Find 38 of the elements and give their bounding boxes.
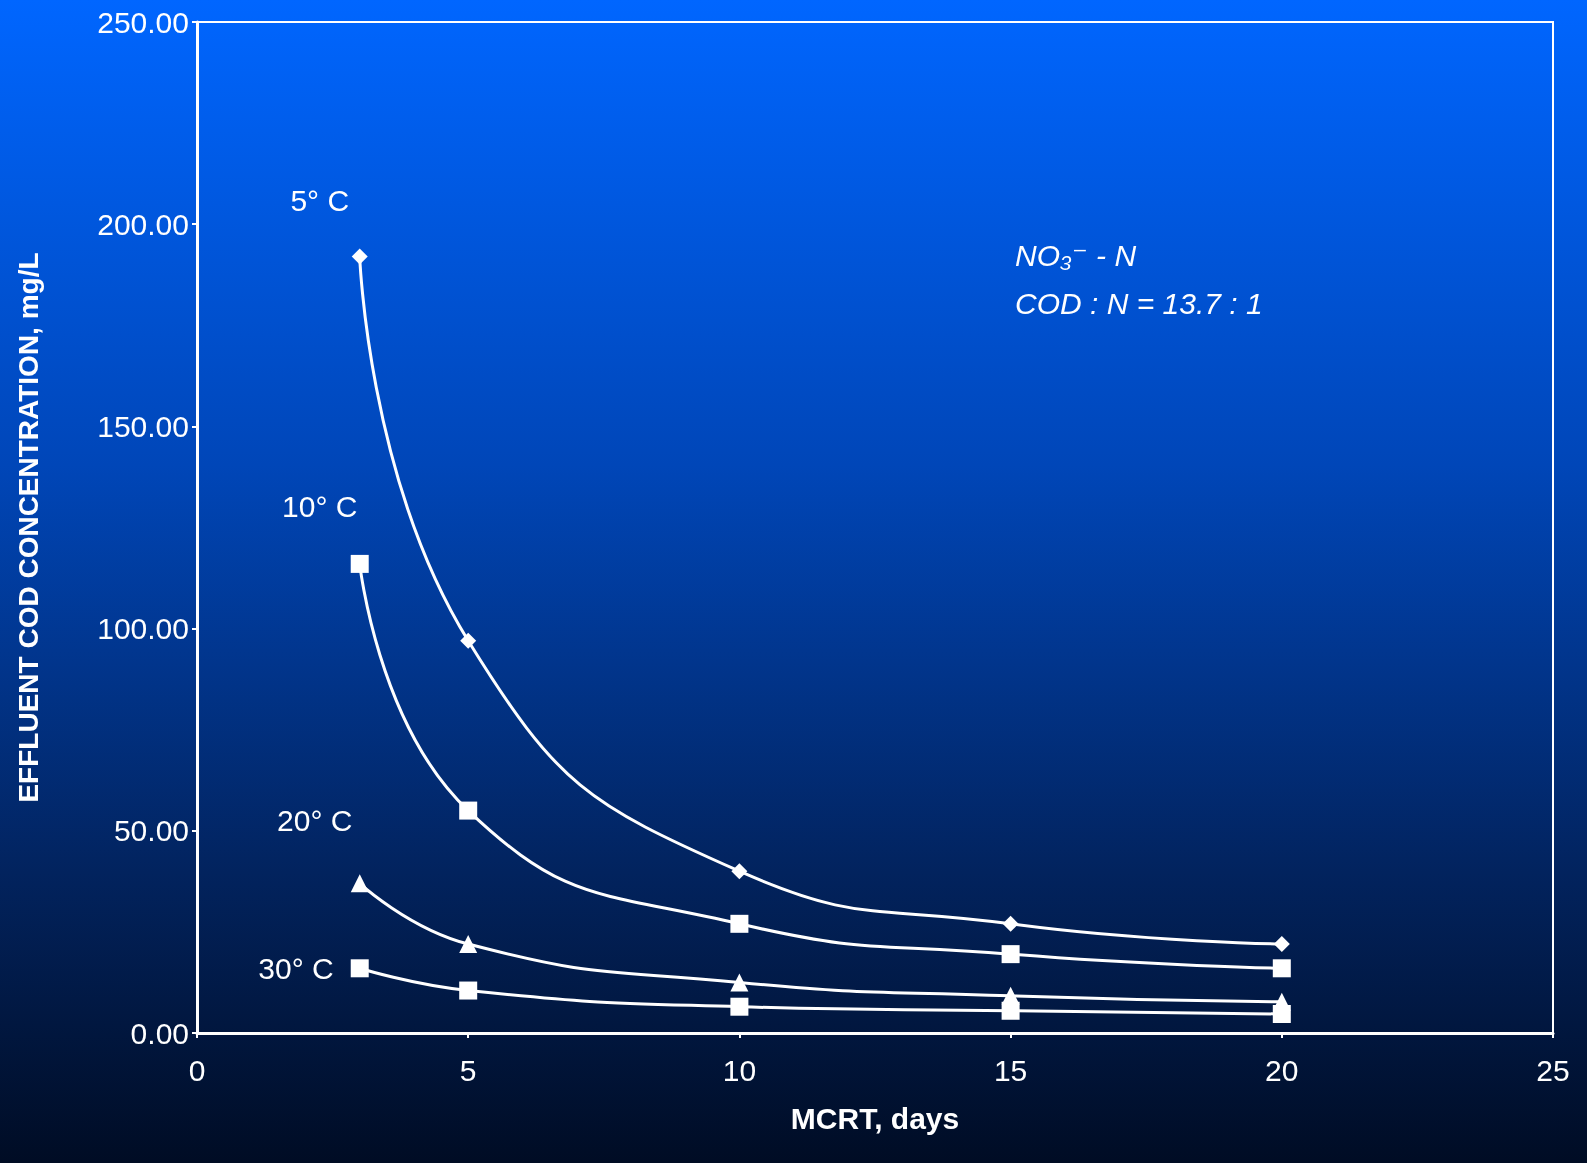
y-tick-label: 250.00 bbox=[97, 5, 189, 39]
point bbox=[460, 632, 477, 649]
point bbox=[351, 248, 368, 265]
x-tick-label: 5 bbox=[459, 1053, 477, 1087]
point bbox=[350, 959, 369, 978]
point bbox=[1002, 915, 1019, 932]
annotation: NO₃⁻ - N bbox=[1015, 238, 1137, 272]
x-tick-label: 25 bbox=[1536, 1053, 1570, 1087]
point bbox=[459, 801, 478, 820]
series-label: 30° C bbox=[258, 951, 334, 985]
y-axis-title: EFFLUENT COD CONCENTRATION, mg/L bbox=[12, 252, 44, 803]
point bbox=[1272, 1004, 1291, 1023]
point bbox=[350, 554, 369, 573]
y-tick-label: 200.00 bbox=[97, 207, 189, 241]
point bbox=[730, 973, 749, 992]
y-tick-label: 100.00 bbox=[97, 612, 189, 646]
x-tick-label: 0 bbox=[188, 1053, 206, 1087]
y-tick-label: 50.00 bbox=[113, 814, 189, 848]
series-label: 20° C bbox=[277, 803, 353, 837]
series-label: 5° C bbox=[290, 184, 350, 218]
point bbox=[1273, 936, 1290, 953]
point bbox=[350, 874, 369, 893]
point bbox=[731, 863, 748, 880]
x-tick-label: 10 bbox=[722, 1053, 757, 1087]
x-tick-label: 20 bbox=[1265, 1053, 1299, 1087]
x-axis-title: MCRT, days bbox=[790, 1101, 960, 1135]
series-label: 10° C bbox=[282, 490, 358, 524]
point bbox=[459, 935, 478, 954]
point bbox=[1001, 945, 1020, 964]
point bbox=[730, 997, 749, 1016]
y-tick-label: 0.00 bbox=[130, 1016, 189, 1050]
point bbox=[459, 981, 478, 1000]
y-tick-label: 150.00 bbox=[97, 409, 189, 443]
point bbox=[1272, 959, 1291, 978]
x-tick-label: 15 bbox=[993, 1053, 1028, 1087]
point bbox=[1001, 1001, 1020, 1020]
point bbox=[730, 914, 749, 933]
annotation: COD : N = 13.7 : 1 bbox=[1015, 286, 1263, 320]
